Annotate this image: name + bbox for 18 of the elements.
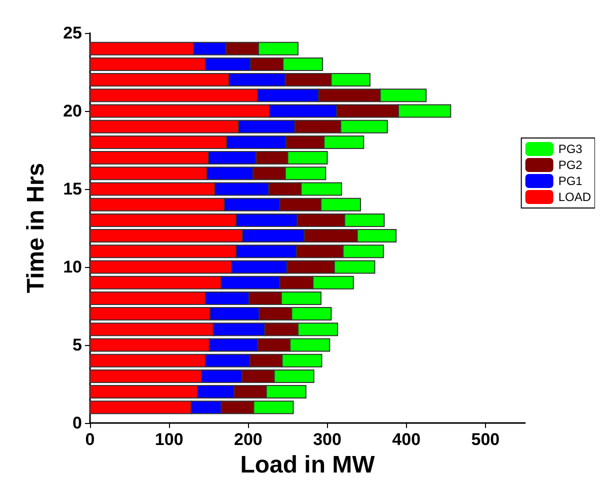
legend-label: PG3 [558, 142, 583, 156]
y-tick-label: 15 [63, 180, 82, 198]
legend-label: PG2 [558, 158, 583, 172]
y-tick-label: 20 [63, 102, 82, 120]
x-tick-label: 500 [471, 430, 500, 449]
x-tick-label: 0 [85, 430, 95, 449]
legend-label: LOAD [558, 190, 592, 204]
y-tick-label: 10 [63, 258, 82, 276]
y-axis-title: Time in Hrs [22, 162, 50, 294]
x-tick-label: 300 [313, 430, 342, 449]
x-tick-label: 100 [154, 430, 184, 449]
y-tick-label: 5 [72, 336, 82, 354]
y-tick-label: 0 [72, 414, 82, 432]
legend-label: PG1 [558, 174, 583, 188]
x-tick-label: 400 [392, 430, 421, 449]
x-axis-title: Load in MW [240, 452, 376, 478]
x-tick-label: 200 [234, 430, 262, 449]
y-tick-label: 25 [63, 24, 82, 42]
